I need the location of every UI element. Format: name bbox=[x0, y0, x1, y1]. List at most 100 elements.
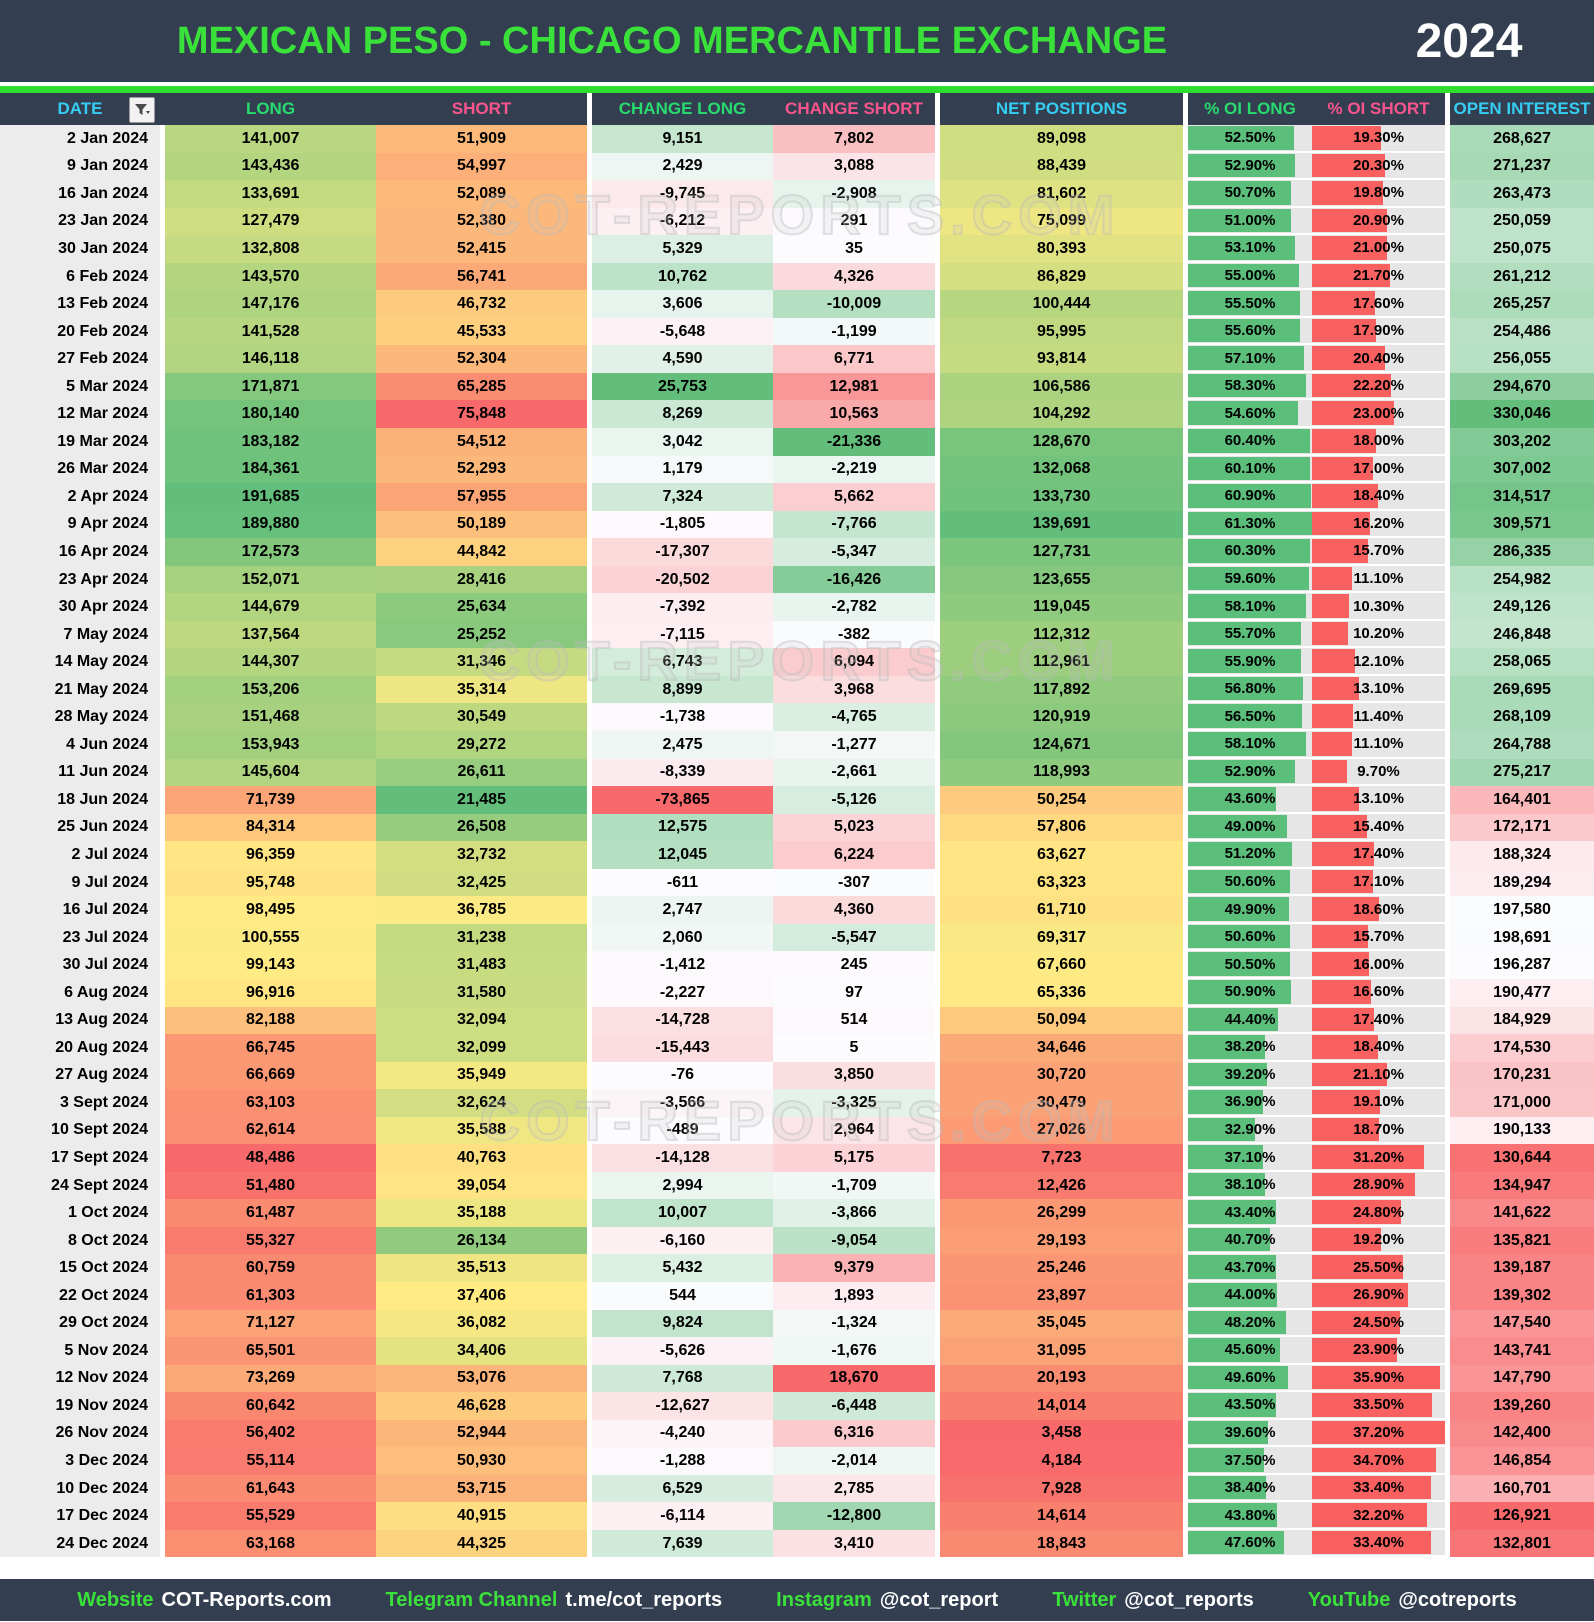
cell-open-interest: 309,571 bbox=[1450, 510, 1594, 539]
footer-link-youtube[interactable]: YouTube @cotreports bbox=[1307, 1588, 1517, 1611]
cell-long: 51,480 bbox=[165, 1171, 376, 1200]
cell-long: 146,118 bbox=[165, 345, 376, 373]
column-separator bbox=[935, 731, 940, 759]
column-separator bbox=[1183, 841, 1188, 869]
cell-net-positions: 34,646 bbox=[940, 1034, 1183, 1062]
column-separator bbox=[160, 1089, 165, 1117]
column-separator bbox=[1183, 648, 1188, 676]
cell-change-long: -73,865 bbox=[592, 786, 773, 814]
cell-short: 40,915 bbox=[376, 1502, 587, 1530]
cell-net-positions: 81,602 bbox=[940, 180, 1183, 208]
cell-net-positions: 133,730 bbox=[940, 483, 1183, 511]
cell-date: 2 Jan 2024 bbox=[0, 125, 160, 153]
cell-change-short: 18,670 bbox=[773, 1364, 935, 1393]
column-separator bbox=[1183, 620, 1188, 649]
column-separator bbox=[160, 1281, 165, 1310]
cell-open-interest: 190,477 bbox=[1450, 978, 1594, 1007]
cell-oi-long-bar: 43.70% bbox=[1188, 1254, 1312, 1282]
red-data-bar bbox=[1312, 263, 1390, 288]
cell-change-long: -7,392 bbox=[592, 593, 773, 621]
column-separator bbox=[587, 1392, 592, 1420]
column-separator bbox=[587, 703, 592, 732]
column-separator bbox=[587, 868, 592, 897]
cell-open-interest: 250,075 bbox=[1450, 235, 1594, 263]
footer-link-instagram[interactable]: Instagram @cot_report bbox=[776, 1588, 999, 1611]
cell-oi-short-bar: 11.10% bbox=[1312, 731, 1445, 759]
year-label: 2024 bbox=[1415, 14, 1523, 68]
footer-link-website[interactable]: Website COT-Reports.com bbox=[77, 1588, 332, 1611]
cell-oi-long-bar: 47.60% bbox=[1188, 1529, 1312, 1558]
red-data-bar bbox=[1312, 236, 1388, 260]
column-separator bbox=[587, 538, 592, 566]
cell-date: 10 Dec 2024 bbox=[0, 1474, 160, 1503]
cell-net-positions: 14,614 bbox=[940, 1502, 1183, 1530]
column-separator bbox=[1183, 813, 1188, 842]
cell-oi-short-bar: 18.40% bbox=[1312, 483, 1445, 511]
table-row: 28 May 2024 151,468 30,549 -1,738 -4,765 120,… bbox=[0, 703, 1594, 732]
red-data-bar bbox=[1312, 1393, 1432, 1417]
cell-oi-long-bar: 61.30% bbox=[1188, 510, 1312, 539]
cell-short: 35,588 bbox=[376, 1116, 587, 1145]
column-separator bbox=[1183, 1309, 1188, 1338]
red-data-bar bbox=[1312, 1503, 1428, 1527]
column-separator bbox=[587, 1364, 592, 1393]
cell-change-long: 9,824 bbox=[592, 1309, 773, 1338]
cell-open-interest: 268,627 bbox=[1450, 125, 1594, 153]
table-row: 2 Jul 2024 96,359 32,732 12,045 6,224 63,627 5… bbox=[0, 841, 1594, 869]
cell-oi-short-bar: 32.20% bbox=[1312, 1502, 1445, 1530]
cell-change-short: -12,800 bbox=[773, 1502, 935, 1530]
cell-date: 30 Jul 2024 bbox=[0, 951, 160, 979]
column-separator bbox=[587, 1226, 592, 1255]
cell-short: 32,425 bbox=[376, 868, 587, 897]
cell-net-positions: 35,045 bbox=[940, 1309, 1183, 1338]
cell-change-long: -489 bbox=[592, 1116, 773, 1145]
cell-oi-short-bar: 16.60% bbox=[1312, 978, 1445, 1007]
cell-short: 25,252 bbox=[376, 620, 587, 649]
cell-change-short: -307 bbox=[773, 868, 935, 897]
cell-short: 31,346 bbox=[376, 648, 587, 676]
footer-link-twitter[interactable]: Twitter @cot_reports bbox=[1052, 1588, 1254, 1611]
cell-short: 34,406 bbox=[376, 1337, 587, 1365]
cell-change-short: -1,199 bbox=[773, 317, 935, 346]
column-separator bbox=[1445, 1447, 1450, 1475]
red-data-bar bbox=[1312, 1310, 1400, 1335]
cell-oi-long-bar: 44.40% bbox=[1188, 1006, 1312, 1035]
cell-net-positions: 20,193 bbox=[940, 1364, 1183, 1393]
column-separator bbox=[1445, 951, 1450, 979]
cell-oi-short-bar: 19.20% bbox=[1312, 1226, 1445, 1255]
column-separator bbox=[160, 1309, 165, 1338]
cell-short: 52,293 bbox=[376, 455, 587, 484]
cell-change-short: 35 bbox=[773, 235, 935, 263]
cell-date: 16 Apr 2024 bbox=[0, 538, 160, 566]
column-separator bbox=[935, 125, 940, 153]
footer-link-telegram-channel[interactable]: Telegram Channel t.me/cot_reports bbox=[385, 1588, 723, 1611]
column-separator bbox=[935, 1529, 940, 1558]
red-data-bar bbox=[1312, 649, 1356, 673]
cell-change-short: 2,785 bbox=[773, 1474, 935, 1503]
column-separator bbox=[1445, 841, 1450, 869]
cell-oi-long-bar: 37.50% bbox=[1188, 1447, 1312, 1475]
table-row: 16 Jul 2024 98,495 36,785 2,747 4,360 61,710 4… bbox=[0, 896, 1594, 924]
column-separator bbox=[1183, 896, 1188, 924]
red-data-bar bbox=[1312, 346, 1385, 370]
green-data-bar bbox=[1188, 1255, 1277, 1279]
cell-oi-short-bar: 18.70% bbox=[1312, 1116, 1445, 1145]
column-separator bbox=[1183, 1529, 1188, 1558]
cell-change-short: -2,219 bbox=[773, 455, 935, 484]
table-row: 15 Oct 2024 60,759 35,513 5,432 9,379 25,246 4… bbox=[0, 1254, 1594, 1282]
cell-change-short: 1,893 bbox=[773, 1281, 935, 1310]
filter-icon[interactable] bbox=[129, 97, 155, 123]
column-separator bbox=[1445, 896, 1450, 924]
column-separator bbox=[160, 813, 165, 842]
column-separator bbox=[587, 207, 592, 236]
column-separator bbox=[1445, 1502, 1450, 1530]
cell-net-positions: 132,068 bbox=[940, 455, 1183, 484]
column-separator bbox=[160, 538, 165, 566]
cell-short: 40,763 bbox=[376, 1144, 587, 1172]
column-separator bbox=[587, 235, 592, 263]
cell-long: 61,643 bbox=[165, 1474, 376, 1503]
column-separator bbox=[160, 400, 165, 429]
red-data-bar bbox=[1312, 1035, 1378, 1059]
cell-short: 44,842 bbox=[376, 538, 587, 566]
column-separator bbox=[1445, 455, 1450, 484]
